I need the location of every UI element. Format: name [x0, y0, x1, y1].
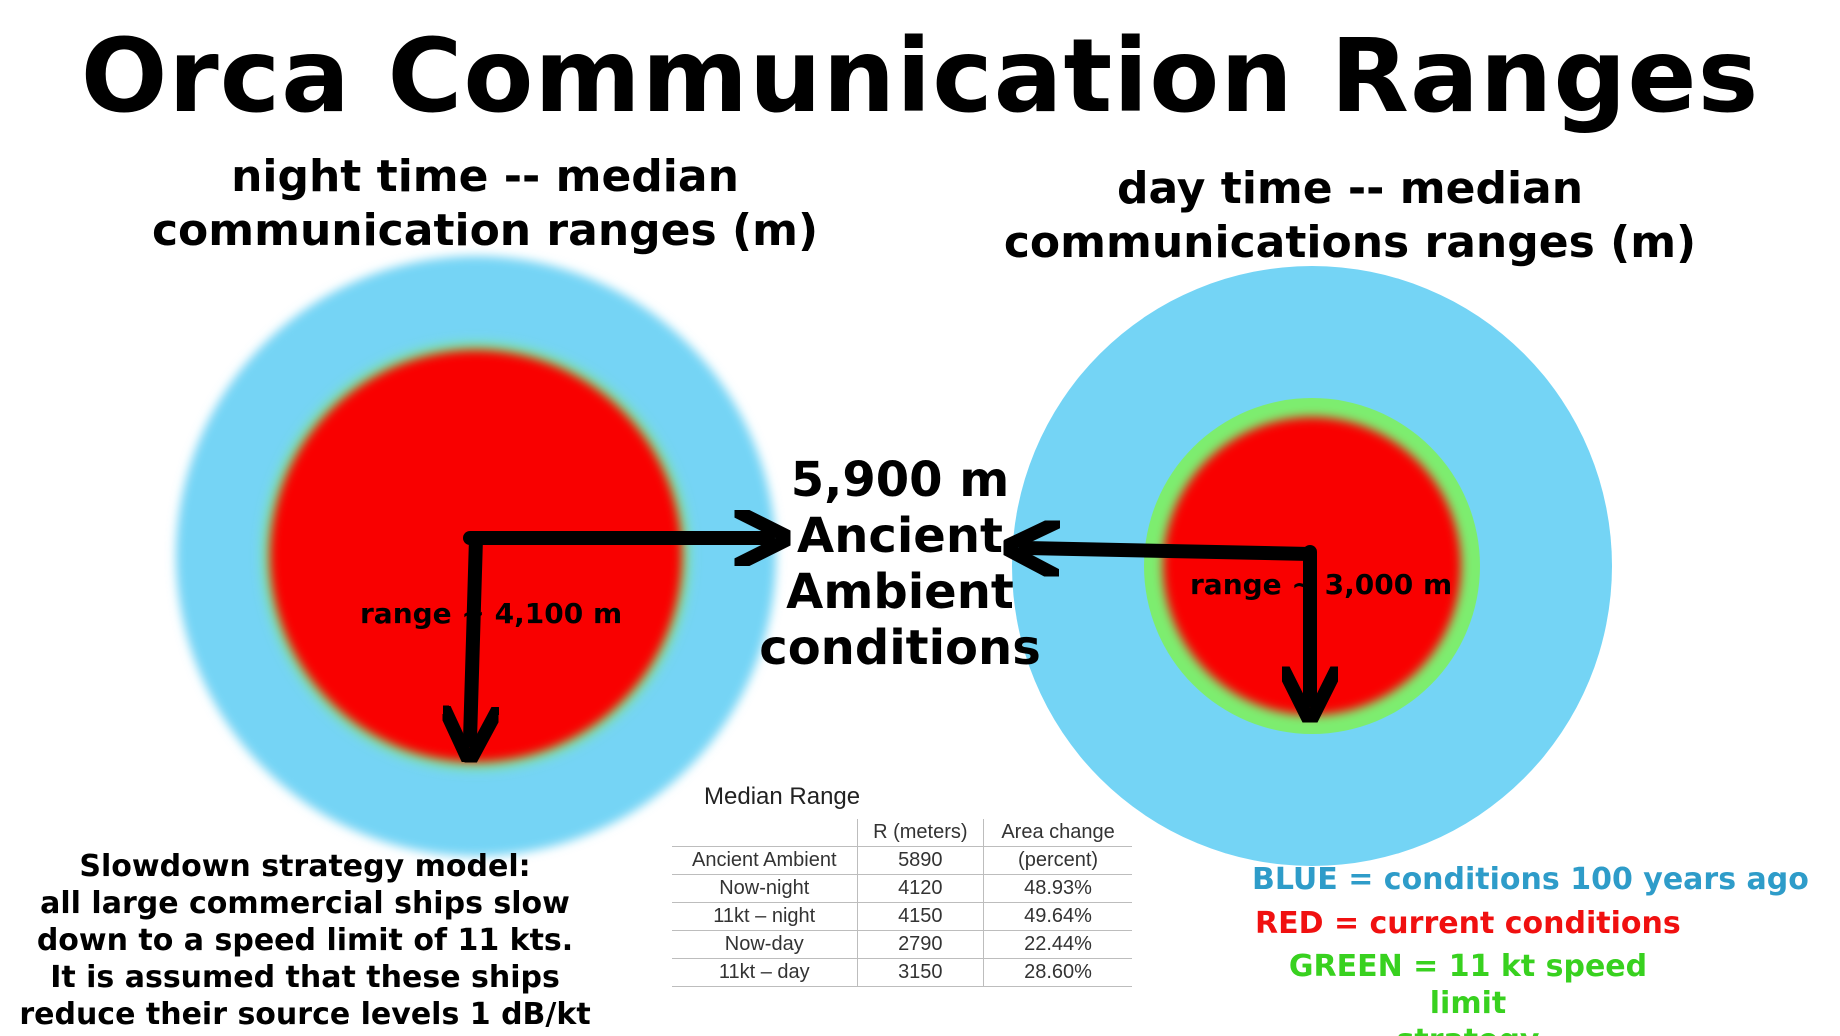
- page-title: Orca Communication Ranges: [80, 17, 1760, 136]
- table-cell: 4120: [856, 874, 984, 903]
- median-range-table-panel: Median Range R (meters) Area change Anci…: [672, 783, 1132, 987]
- table-row: Ancient Ambient 5890 (percent): [672, 846, 1132, 875]
- table-cell: 49.64%: [983, 902, 1132, 931]
- table-row: 11kt – night 4150 49.64%: [672, 902, 1132, 931]
- table-header-row: R (meters) Area change: [672, 819, 1132, 847]
- table-header-cell: [672, 819, 858, 847]
- table-cell: 11kt – day: [672, 958, 858, 987]
- table-cell: (percent): [983, 846, 1132, 875]
- strategy-line1: Slowdown strategy model:: [79, 849, 531, 884]
- legend-green-line2: strategy: [1248, 1022, 1688, 1036]
- table-header-cell: Area change: [983, 819, 1132, 847]
- strategy-line2: all large commercial ships slow: [40, 886, 570, 921]
- night-range-label: range ~ 4,100 m: [360, 597, 623, 630]
- legend-red: RED = current conditions: [1255, 906, 1681, 941]
- table-row: Now-night 4120 48.93%: [672, 874, 1132, 903]
- table-cell: 5890: [856, 846, 984, 875]
- strategy-description: Slowdown strategy model: all large comme…: [0, 848, 610, 1033]
- night-title-line2: communication ranges (m): [151, 205, 819, 256]
- strategy-line4: It is assumed that these ships: [50, 960, 560, 995]
- table-cell: 48.93%: [983, 874, 1132, 903]
- strategy-line3: down to a speed limit of 11 kts.: [36, 923, 574, 958]
- table-cell: Now-night: [672, 874, 858, 903]
- table-cell: 22.44%: [983, 930, 1132, 959]
- legend-green: GREEN = 11 kt speed limit strategy: [1248, 948, 1688, 1036]
- ancient-label-line4: conditions: [759, 620, 1041, 676]
- night-panel-title: night time -- median communication range…: [115, 150, 855, 258]
- table-row: Now-day 2790 22.44%: [672, 930, 1132, 959]
- table-cell: 2790: [856, 930, 984, 959]
- median-range-table: R (meters) Area change Ancient Ambient 5…: [672, 819, 1132, 987]
- table-cell: Ancient Ambient: [672, 846, 858, 875]
- table-cell: 28.60%: [983, 958, 1132, 987]
- night-title-line1: night time -- median: [231, 151, 739, 202]
- day-title-line2: communications ranges (m): [1003, 217, 1697, 268]
- table-cell: 11kt – night: [672, 902, 858, 931]
- day-arrow-left: [1026, 548, 1317, 554]
- day-title-line1: day time -- median: [1116, 163, 1584, 214]
- table-header-cell: R (meters): [856, 819, 984, 847]
- table-cell: Now-day: [672, 930, 858, 959]
- day-range-label: range ~ 3,000 m: [1190, 568, 1453, 601]
- legend-blue: BLUE = conditions 100 years ago: [1252, 862, 1809, 897]
- ancient-range-value: 5,900 m: [790, 452, 1010, 508]
- legend-green-line1: GREEN = 11 kt speed limit: [1288, 949, 1648, 1021]
- day-panel-title: day time -- median communications ranges…: [990, 162, 1710, 270]
- strategy-line5: reduce their source levels 1 dB/kt: [19, 997, 591, 1032]
- ancient-ambient-label: 5,900 m Ancient Ambient conditions: [740, 452, 1060, 676]
- table-title: Median Range: [704, 783, 861, 810]
- ancient-label-line2: Ancient: [797, 508, 1003, 564]
- table-cell: 3150: [856, 958, 984, 987]
- ancient-label-line3: Ambient: [786, 564, 1014, 620]
- table-cell: 4150: [856, 902, 984, 931]
- table-row: 11kt – day 3150 28.60%: [672, 958, 1132, 987]
- night-arrow-down: [470, 531, 476, 740]
